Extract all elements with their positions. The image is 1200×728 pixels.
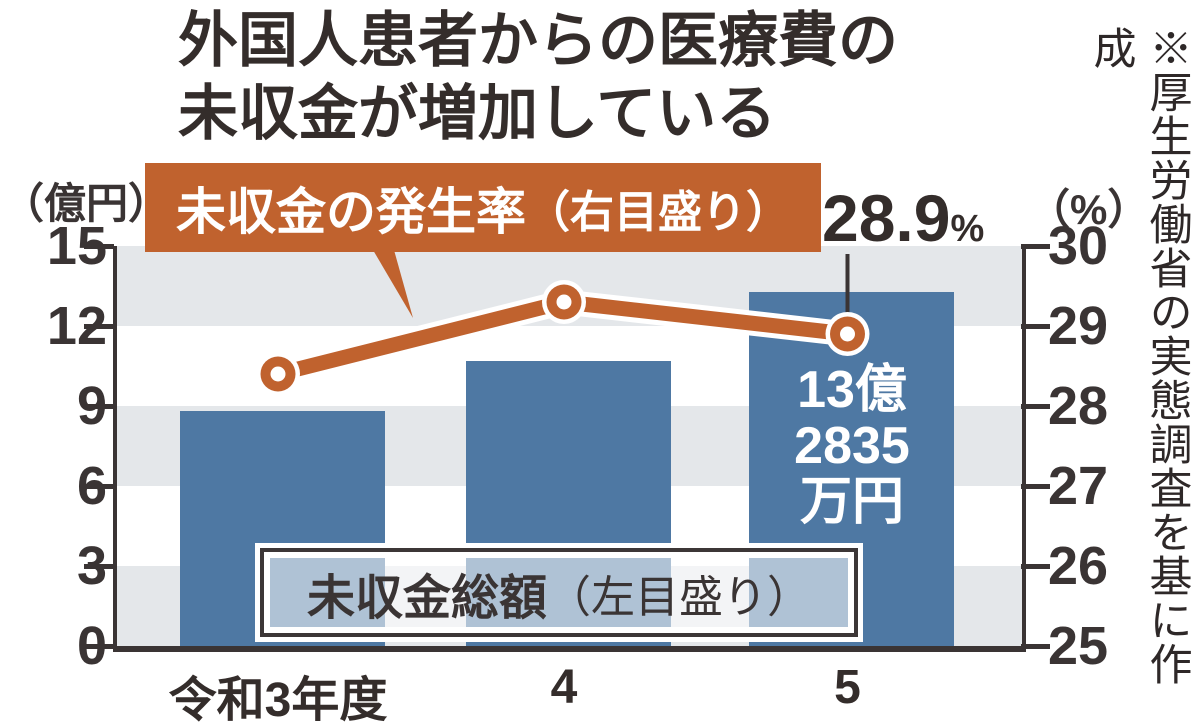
right-ticks-mark [1021, 564, 1050, 569]
right-ticks-mark [1021, 244, 1050, 249]
left-axis-unit: （億円） [2, 180, 171, 227]
chart-title-line1: 外国人患者からの医療費の [178, 7, 898, 74]
right-ticks-label-27: 27 [1048, 456, 1109, 516]
right-ticks-mark [1021, 324, 1050, 329]
bar-value-annotation: 13億 2835 万円 [794, 362, 910, 530]
left-ticks-mark [84, 484, 114, 489]
left-ticks-mark [84, 324, 114, 329]
chart-title: 外国人患者からの医療費の 未収金が増加している [178, 4, 898, 150]
x-label-4: 4 [550, 661, 578, 714]
left-ticks-mark [84, 244, 114, 249]
line-series-label-paren: （右目盛り） [526, 187, 790, 237]
x-label-5: 5 [834, 661, 861, 714]
source-note: ※厚生労働省の実態調査を基に作成 [1087, 26, 1190, 686]
right-ticks-mark [1021, 404, 1050, 409]
right-ticks-label-25: 25 [1048, 616, 1109, 676]
bar-value-annotation-line: 13億 [797, 361, 907, 419]
x-label-令和3年度: 令和3年度 [168, 674, 388, 727]
right-ticks-mark [1021, 484, 1050, 489]
right-ticks-label-26: 26 [1048, 536, 1109, 596]
bar-series-label-main: 未収金総額 [306, 571, 547, 625]
bar-value-annotation-line: 2835 [794, 417, 910, 475]
peak-annotation-unit: % [950, 208, 985, 250]
bar-series-label: 未収金総額 （左目盛り） [260, 548, 858, 637]
line-series-label: 未収金の発生率 （右目盛り） [145, 163, 821, 252]
right-ticks-label-29: 29 [1048, 296, 1109, 356]
peak-annotation: 28.9% [822, 185, 985, 251]
peak-annotation-value: 28.9 [822, 181, 951, 255]
bar-series-label-paren: （左目盛り） [547, 572, 811, 622]
right-ticks-mark [1021, 644, 1050, 649]
right-ticks-label-30: 30 [1048, 216, 1109, 276]
line-series-label-main: 未収金の発生率 [176, 183, 526, 240]
left-ticks-mark [84, 404, 114, 409]
right-ticks-label-28: 28 [1048, 376, 1109, 436]
bar-value-annotation-line: 万円 [799, 473, 904, 531]
chart-title-line2: 未収金が増加している [178, 80, 777, 147]
left-ticks-mark [84, 644, 114, 649]
left-ticks-mark [84, 564, 114, 569]
right-axis-unit: （%） [1028, 186, 1150, 233]
